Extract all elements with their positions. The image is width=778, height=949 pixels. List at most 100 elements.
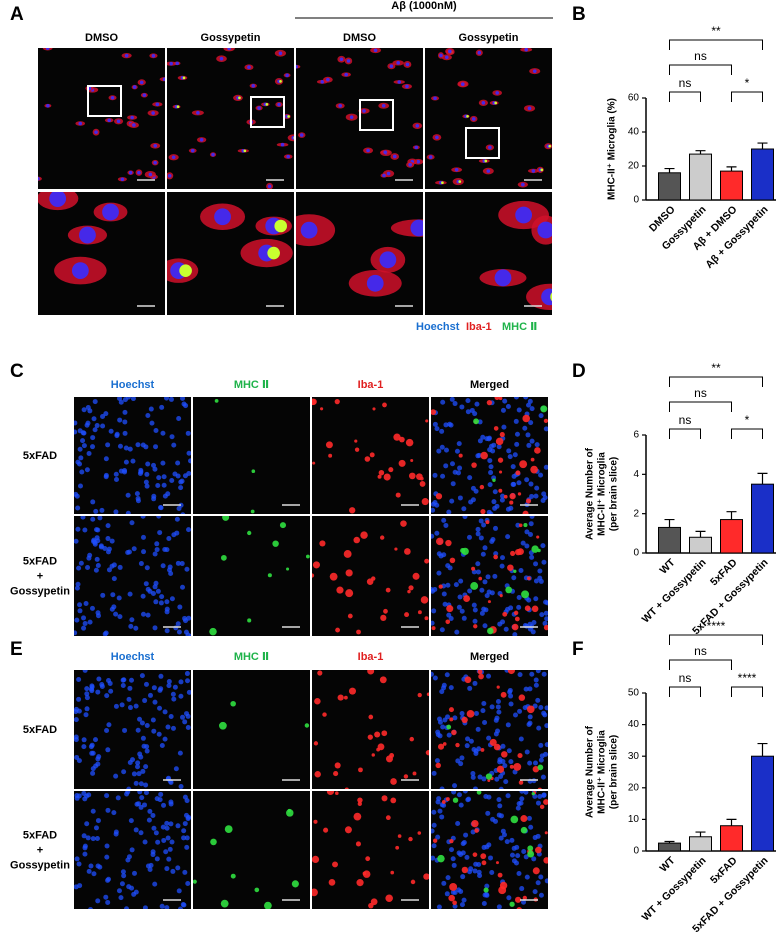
signal [502, 763, 508, 769]
zoom-box [465, 127, 500, 159]
signal [138, 804, 144, 810]
signal [371, 753, 375, 757]
signal [95, 610, 101, 616]
significance-label: * [745, 413, 750, 427]
signal [109, 563, 115, 569]
signal [542, 712, 548, 718]
signal [492, 478, 496, 483]
signal [485, 773, 493, 780]
signal [519, 460, 528, 469]
significance-bracket [669, 376, 763, 387]
signal [504, 839, 510, 845]
signal [380, 614, 387, 622]
significance-label: ns [694, 644, 707, 658]
signal [131, 546, 137, 552]
signal [214, 398, 219, 403]
signal [152, 881, 158, 887]
signal [149, 420, 155, 426]
signal [146, 817, 152, 823]
signal [286, 809, 294, 817]
signal [474, 401, 480, 407]
signal [543, 624, 548, 631]
nucleus [116, 119, 121, 124]
signal [487, 600, 491, 604]
signal [397, 834, 402, 838]
signal [494, 715, 500, 721]
nucleus [78, 121, 83, 126]
signal [442, 601, 448, 607]
signal [523, 791, 529, 795]
signal [452, 715, 458, 721]
signal [140, 516, 146, 519]
signal [465, 398, 471, 404]
mhc-signal [540, 168, 544, 172]
signal [477, 774, 483, 780]
signal [120, 869, 126, 875]
signal [457, 465, 463, 471]
signal [472, 607, 478, 613]
signal [81, 744, 87, 750]
signal [370, 898, 378, 906]
signal [156, 516, 162, 519]
micrograph-bg [296, 192, 423, 315]
signal [495, 437, 504, 446]
signal [365, 856, 371, 862]
signal [129, 617, 135, 623]
signal [538, 413, 544, 419]
signal [471, 747, 477, 753]
signal [439, 786, 445, 789]
nucleus [524, 48, 528, 52]
nucleus [162, 77, 165, 82]
signal [178, 693, 184, 699]
signal [475, 726, 481, 732]
mhc-signal [238, 96, 241, 100]
signal [514, 844, 520, 850]
signal [432, 472, 438, 478]
panel-label: C [10, 361, 24, 382]
signal [127, 705, 133, 711]
signal [164, 820, 170, 826]
signal [171, 532, 177, 538]
signal [516, 604, 522, 610]
signal [434, 758, 440, 764]
nucleus [527, 106, 532, 111]
row-label: 5xFAD [23, 724, 57, 736]
signal [522, 414, 530, 423]
signal [179, 561, 185, 567]
nucleus [541, 288, 552, 306]
signal [80, 516, 86, 520]
signal [523, 397, 529, 400]
signal [131, 870, 137, 876]
micrograph-content [313, 670, 429, 789]
signal [538, 705, 544, 711]
signal [385, 587, 391, 593]
y-axis-title: (per brain slice) [609, 457, 620, 531]
signal [437, 808, 443, 814]
signal [264, 901, 272, 909]
signal [181, 401, 187, 407]
signal [450, 856, 456, 862]
signal [106, 567, 112, 573]
signal [511, 575, 517, 581]
signal [85, 565, 91, 571]
signal [520, 826, 528, 834]
signal [493, 551, 499, 557]
signal [508, 759, 514, 765]
signal [377, 474, 382, 479]
signal [463, 595, 471, 603]
signal [79, 469, 85, 475]
signal [526, 402, 532, 408]
signal [326, 791, 335, 796]
signal [105, 899, 111, 905]
signal [480, 434, 486, 440]
signal [521, 590, 530, 599]
signal [436, 448, 442, 454]
signal [440, 473, 446, 479]
signal [496, 797, 502, 803]
signal [378, 469, 385, 476]
signal [317, 670, 323, 676]
signal [140, 735, 146, 741]
signal [524, 529, 530, 535]
significance-label: ns [679, 671, 692, 685]
signal [431, 626, 436, 631]
